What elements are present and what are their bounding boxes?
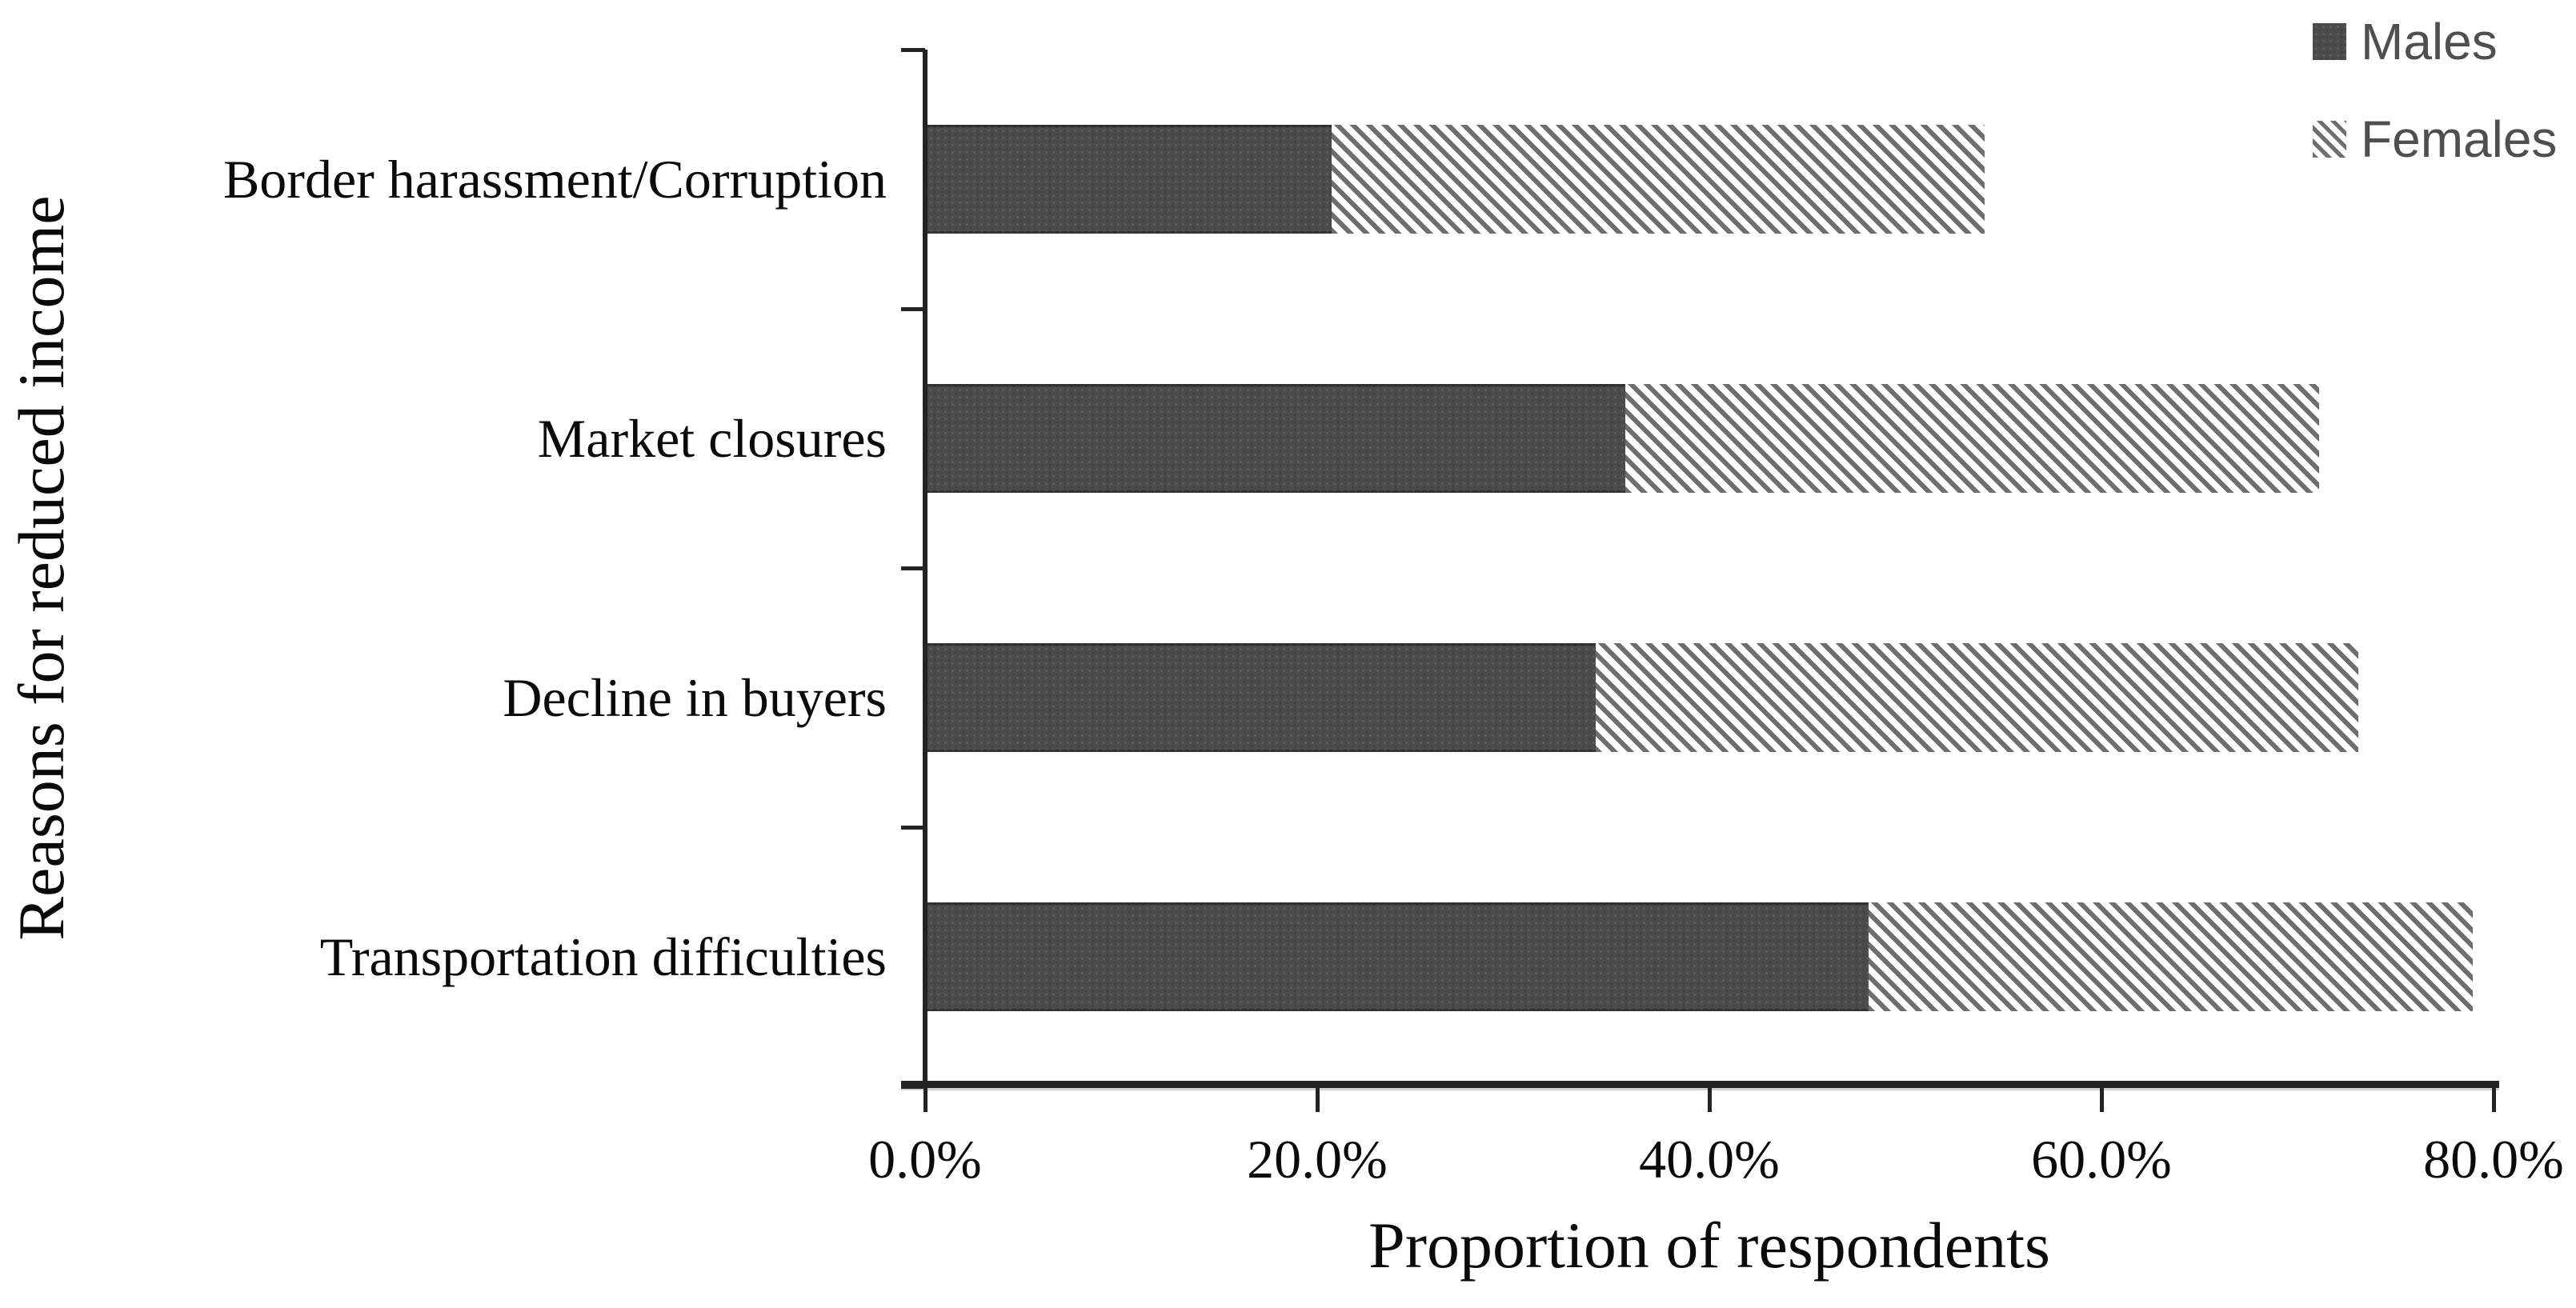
- bar-segment-females: [1596, 643, 2359, 752]
- y-axis-tick: [901, 48, 925, 52]
- x-axis-tick: [1708, 1086, 1712, 1112]
- category-label: Border harassment/Corruption: [222, 149, 887, 210]
- x-axis-tick-label: 60.0%: [2031, 1129, 2172, 1190]
- category-label: Decline in buyers: [503, 667, 887, 728]
- x-axis-tick: [923, 1086, 927, 1112]
- x-axis-tick-label: 0.0%: [868, 1129, 982, 1190]
- bar-segment-males: [927, 384, 1626, 493]
- legend-label-females: Females: [2361, 110, 2558, 168]
- legend-label-males: Males: [2361, 13, 2498, 70]
- legend: Males Females: [2313, 10, 2557, 205]
- bar-segment-males: [927, 125, 1332, 234]
- males-swatch-icon: [2313, 23, 2346, 60]
- x-axis-tick-label: 40.0%: [1639, 1129, 1780, 1190]
- bar-segment-females: [1625, 384, 2320, 493]
- females-hatch-swatch-icon: [2313, 121, 2346, 158]
- y-axis-tick: [901, 307, 925, 311]
- legend-item-females: Females: [2313, 107, 2557, 171]
- x-axis-title: Proportion of respondents: [1368, 1209, 2050, 1282]
- x-axis-line: [901, 1081, 2499, 1088]
- x-axis-tick-label: 80.0%: [2423, 1129, 2564, 1190]
- bar-segment-females: [1869, 902, 2473, 1011]
- x-axis-tick: [2100, 1086, 2104, 1112]
- x-axis-tick: [2492, 1086, 2496, 1112]
- category-label: Transportation difficulties: [319, 926, 887, 987]
- x-axis-tick: [1316, 1086, 1320, 1112]
- y-axis-tick: [901, 566, 925, 570]
- x-axis-tick-label: 20.0%: [1247, 1129, 1388, 1190]
- bar-segment-males: [927, 643, 1596, 752]
- y-axis-tick: [901, 1085, 925, 1089]
- bar-segment-females: [1331, 125, 1985, 234]
- category-label: Market closures: [537, 408, 887, 469]
- y-axis-line: [923, 50, 927, 1086]
- y-axis-title: Reasons for reduced income: [5, 195, 78, 941]
- bar-segment-males: [927, 902, 1869, 1011]
- y-axis-tick: [901, 826, 925, 830]
- legend-item-males: Males: [2313, 10, 2557, 74]
